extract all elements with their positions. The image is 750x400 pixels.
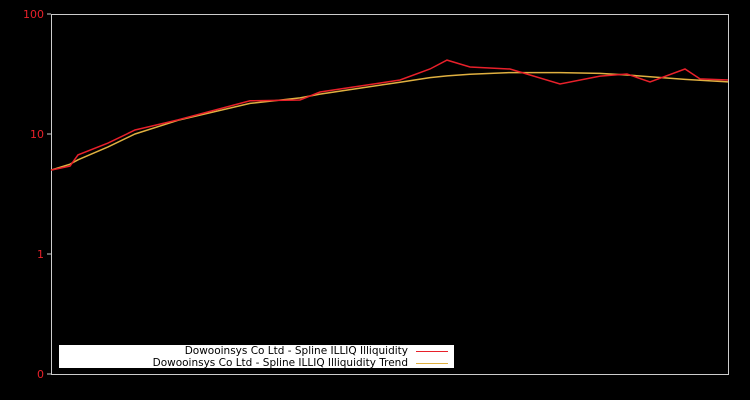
y-tick-1: 1 [37, 248, 44, 261]
legend-swatch-yellow-line-icon [416, 362, 448, 364]
y-tick-10: 10 [30, 128, 44, 141]
y-tick-0: 0 [37, 368, 44, 381]
plot-area [51, 14, 729, 375]
illiquidity-series-line [50, 59, 729, 171]
legend: Dowooinsys Co Ltd - Spline ILLIQ Illiqui… [59, 345, 454, 369]
legend-item-illiquidity: Dowooinsys Co Ltd - Spline ILLIQ Illiqui… [185, 345, 454, 357]
trend-series-line [50, 71, 729, 171]
legend-swatch-red-line-icon [416, 350, 448, 352]
y-axis-ticks [47, 13, 51, 375]
legend-label: Dowooinsys Co Ltd - Spline ILLIQ Illiqui… [152, 357, 408, 369]
y-tick-100: 100 [23, 8, 44, 21]
legend-item-trend: Dowooinsys Co Ltd - Spline ILLIQ Illiqui… [153, 357, 454, 369]
legend-label: Dowooinsys Co Ltd - Spline ILLIQ Illiqui… [184, 345, 408, 357]
